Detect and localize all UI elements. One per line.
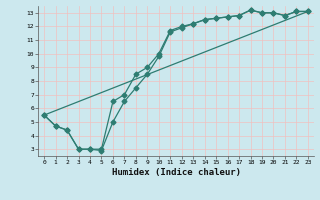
- X-axis label: Humidex (Indice chaleur): Humidex (Indice chaleur): [111, 168, 241, 177]
